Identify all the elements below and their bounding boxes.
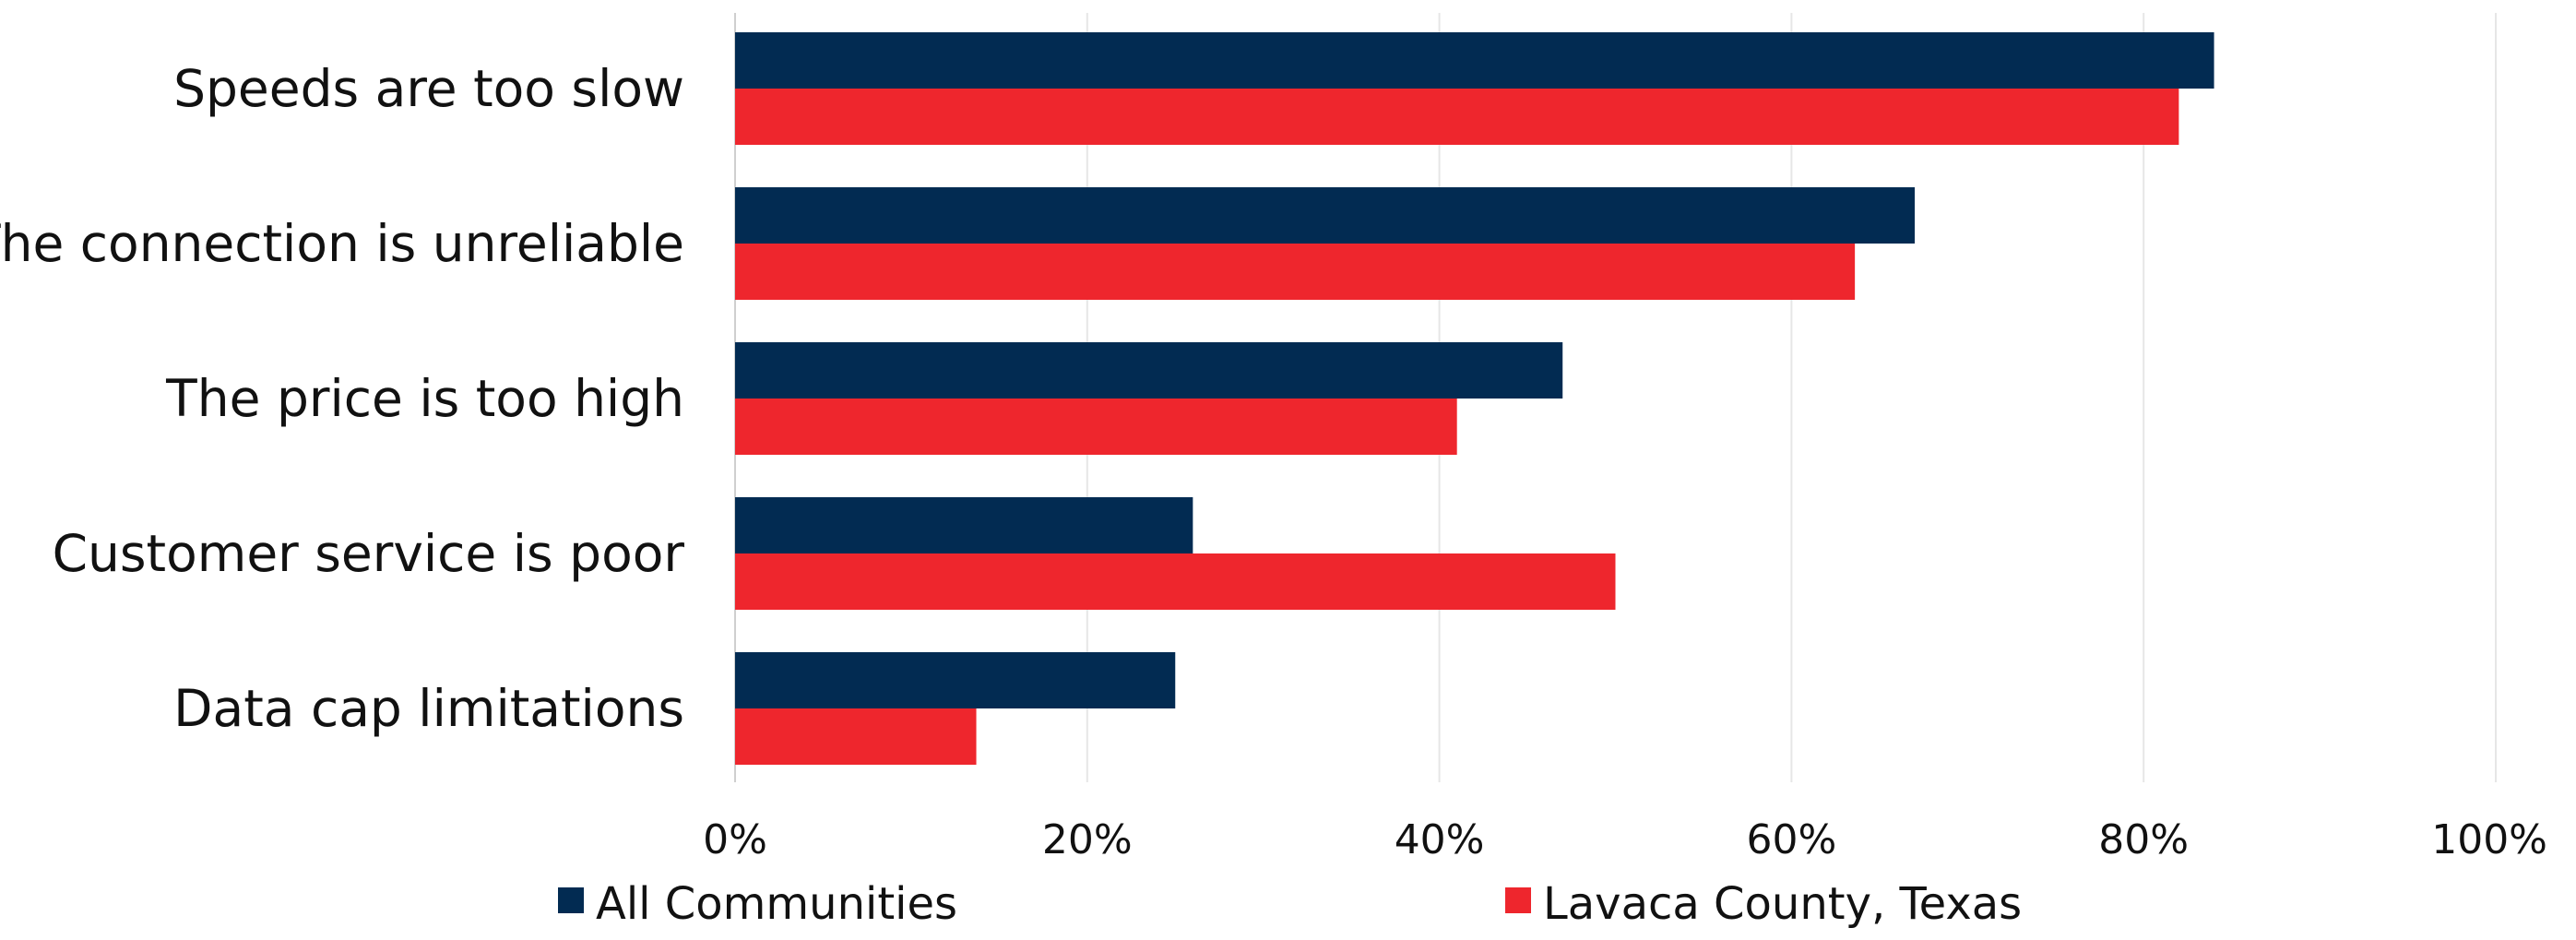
x-tick-label: 60%: [1747, 816, 1837, 863]
bar-all-communities: [735, 497, 1193, 553]
legend-item: Lavaca County, Texas: [1505, 878, 2022, 930]
legend-label: All Communities: [596, 878, 957, 930]
category-label: The price is too high: [165, 369, 684, 428]
x-axis-tick-labels: 0% 20% 40% 60% 80% 100%: [703, 816, 2547, 863]
bar-all-communities: [735, 32, 2214, 89]
bar-lavaca-county: [735, 89, 2179, 145]
legend-item: All Communities: [558, 878, 957, 930]
x-tick-label: 0%: [703, 816, 767, 863]
x-tick-label: 100%: [2431, 816, 2547, 863]
category-labels: Speeds are too slow The connection is unr…: [0, 59, 684, 738]
category-label: Speeds are too slow: [173, 59, 684, 118]
category-label: Data cap limitations: [173, 679, 684, 738]
bar-all-communities: [735, 342, 1563, 399]
legend-label: Lavaca County, Texas: [1543, 878, 2022, 930]
legend-swatch: [1505, 887, 1531, 913]
bar-lavaca-county: [735, 553, 1616, 610]
legend-swatch: [558, 887, 584, 913]
category-label: The connection is unreliable: [0, 214, 684, 273]
bar-all-communities: [735, 187, 1916, 244]
category-label: Customer service is poor: [53, 524, 685, 583]
bar-lavaca-county: [735, 708, 977, 765]
bar-lavaca-county: [735, 399, 1457, 455]
x-tick-label: 20%: [1042, 816, 1133, 863]
bar-lavaca-county: [735, 244, 1856, 300]
bar-all-communities: [735, 652, 1176, 708]
x-tick-label: 80%: [2098, 816, 2189, 863]
legend: All Communities Lavaca County, Texas: [558, 878, 2022, 930]
bars: [735, 32, 2214, 765]
x-tick-label: 40%: [1395, 816, 1485, 863]
